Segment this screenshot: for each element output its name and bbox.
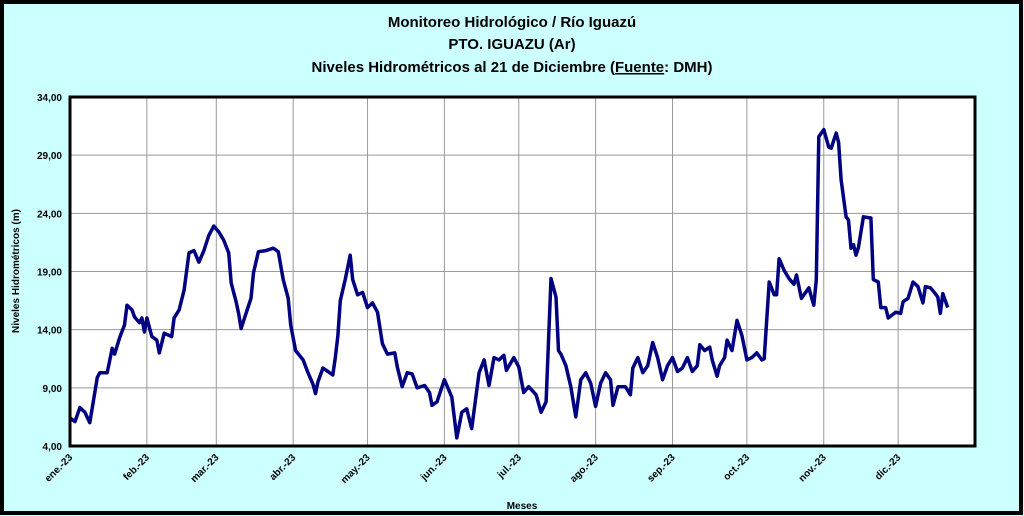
y-tick-label: 29,00 [37, 151, 62, 162]
plot-border [68, 95, 977, 448]
subtitle-text: Niveles Hidrométricos al 21 de Diciembre… [312, 59, 615, 76]
subtitle-source: : DMH) [664, 59, 712, 76]
y-tick-label: 19,00 [37, 268, 62, 279]
chart-title-line-1: Monitoreo Hidrológico / Río Iguazú [388, 14, 636, 31]
y-tick-label: 14,00 [37, 326, 62, 337]
y-axis-label: Niveles Hidrométricos (m) [11, 209, 22, 333]
y-tick-label: 4,00 [43, 442, 63, 453]
y-tick-label: 24,00 [37, 209, 62, 220]
x-axis-label: Meses [507, 501, 538, 512]
series-line-river-level [68, 127, 950, 440]
y-ticks: 4,00 9,00 14,00 19,00 24,00 29,00 34,00 [37, 93, 62, 453]
chart-subtitle: Niveles Hidrométricos al 21 de Diciembre… [312, 59, 713, 76]
y-tick-label: 9,00 [43, 384, 63, 395]
subtitle-source-label: Fuente [615, 59, 664, 76]
chart-title-line-2: PTO. IGUAZU (Ar) [448, 36, 575, 53]
y-tick-label: 34,00 [37, 93, 62, 104]
